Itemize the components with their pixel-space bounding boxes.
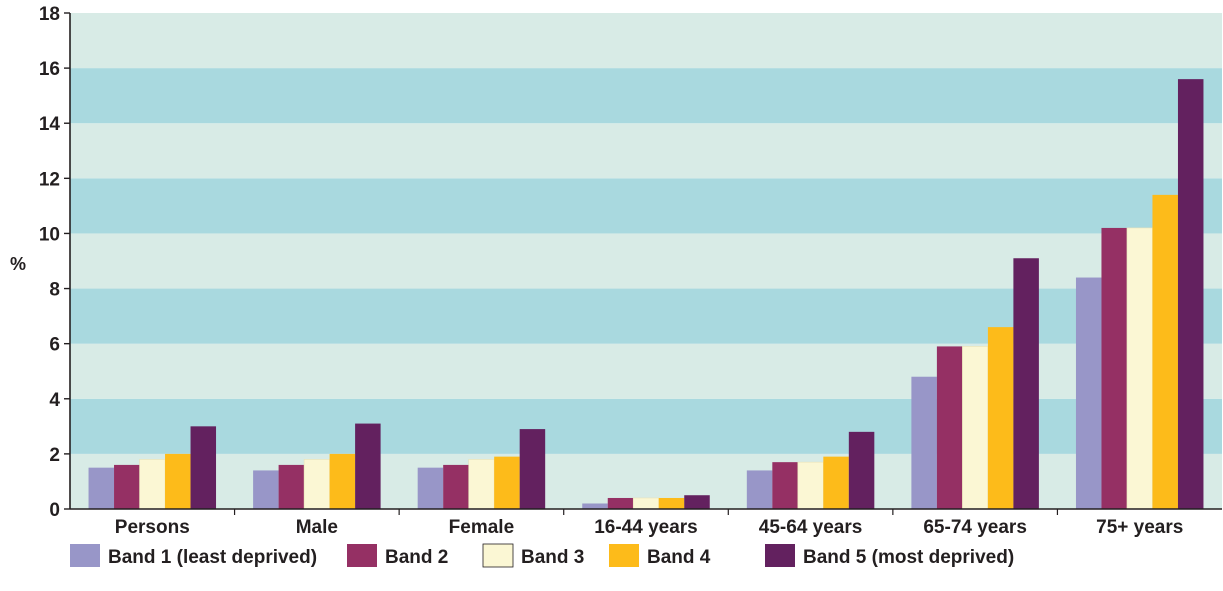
- y-tick-label: 16: [39, 59, 60, 80]
- grid-band: [70, 288, 1222, 344]
- bar-1-7: [1075, 277, 1102, 509]
- bar-3-7: [1126, 227, 1153, 510]
- bar-4-2: [329, 453, 356, 509]
- bar-3-1: [139, 459, 166, 510]
- legend-label: Band 4: [647, 547, 711, 568]
- legend-label: Band 3: [521, 547, 584, 568]
- bar-2-5: [772, 462, 798, 509]
- y-tick-label: 14: [39, 114, 61, 135]
- legend-label: Band 5 (most deprived): [803, 547, 1014, 568]
- x-category-label: Persons: [115, 517, 190, 538]
- grid-band: [70, 343, 1222, 399]
- bar-5-7: [1177, 79, 1204, 509]
- bar-5-1: [190, 426, 217, 509]
- bar-1-5: [746, 470, 773, 509]
- bar-4-3: [494, 456, 520, 509]
- bar-2-3: [443, 464, 469, 509]
- x-category-label: 45-64 years: [759, 517, 863, 538]
- x-category-label: 65-74 years: [923, 517, 1027, 538]
- y-tick-label: 8: [49, 280, 60, 301]
- bar-1-4: [582, 503, 608, 509]
- bar-1-1: [88, 467, 115, 509]
- x-axis-labels: Persons Male Female 16-44 years 45-64 years 6…: [115, 509, 1183, 538]
- bar-1-2: [253, 470, 279, 509]
- bar-3-3: [468, 459, 495, 510]
- y-tick-label: 0: [49, 500, 60, 521]
- bar-4-1: [165, 453, 191, 509]
- legend-swatch: [70, 544, 100, 567]
- bar-1-3: [417, 467, 444, 509]
- bar-5-4: [684, 495, 710, 509]
- y-axis-label: %: [10, 254, 26, 274]
- axes: [69, 13, 1222, 510]
- bar-1-6: [911, 376, 937, 509]
- bar-4-6: [987, 327, 1014, 509]
- y-tick-label: 6: [49, 335, 60, 356]
- grid-band: [70, 13, 1222, 69]
- bar-2-7: [1101, 227, 1127, 509]
- grid-band: [70, 123, 1222, 179]
- x-category-label: Male: [296, 517, 338, 538]
- bar-2-1: [114, 464, 140, 509]
- grid-band: [70, 68, 1222, 124]
- bar-4-4: [658, 497, 685, 509]
- legend-swatch: [765, 544, 795, 567]
- grid-band: [70, 398, 1222, 454]
- legend-swatch: [482, 543, 514, 568]
- y-tick-label: 10: [39, 224, 60, 245]
- x-category-label: 75+ years: [1096, 517, 1183, 538]
- y-tick-label: 4: [49, 390, 60, 411]
- bar-3-6: [962, 346, 989, 510]
- bar-5-3: [519, 429, 546, 509]
- bar-2-2: [278, 464, 305, 509]
- bar-3-2: [303, 459, 330, 510]
- legend-label: Band 1 (least deprived): [108, 547, 317, 568]
- x-category-label: Female: [449, 517, 514, 538]
- bar-2-4: [607, 497, 634, 509]
- bars: [88, 79, 1204, 510]
- bar-4-5: [823, 456, 849, 509]
- legend-swatch: [347, 544, 377, 567]
- legend: Band 1 (least deprived) Band 2 Band 3 Band …: [70, 543, 1014, 568]
- y-tick-label: 12: [39, 169, 60, 190]
- legend-label: Band 2: [385, 547, 448, 568]
- bar-5-2: [355, 423, 381, 509]
- bar-3-5: [797, 461, 824, 510]
- y-tick-label: 18: [39, 4, 60, 25]
- grid-band: [70, 233, 1222, 289]
- bar-4-7: [1152, 194, 1178, 509]
- y-axis-ticks: 0 2 4 6 8 10 12 14 16 18: [39, 4, 70, 521]
- y-tick-label: 2: [49, 445, 60, 466]
- bar-2-6: [936, 346, 963, 509]
- bar-5-5: [848, 431, 875, 509]
- bar-5-6: [1013, 258, 1039, 509]
- grid-band: [70, 178, 1222, 234]
- legend-swatch: [609, 544, 639, 567]
- background-bands: [70, 13, 1222, 509]
- x-category-label: 16-44 years: [594, 517, 698, 538]
- bar-3-4: [632, 497, 660, 510]
